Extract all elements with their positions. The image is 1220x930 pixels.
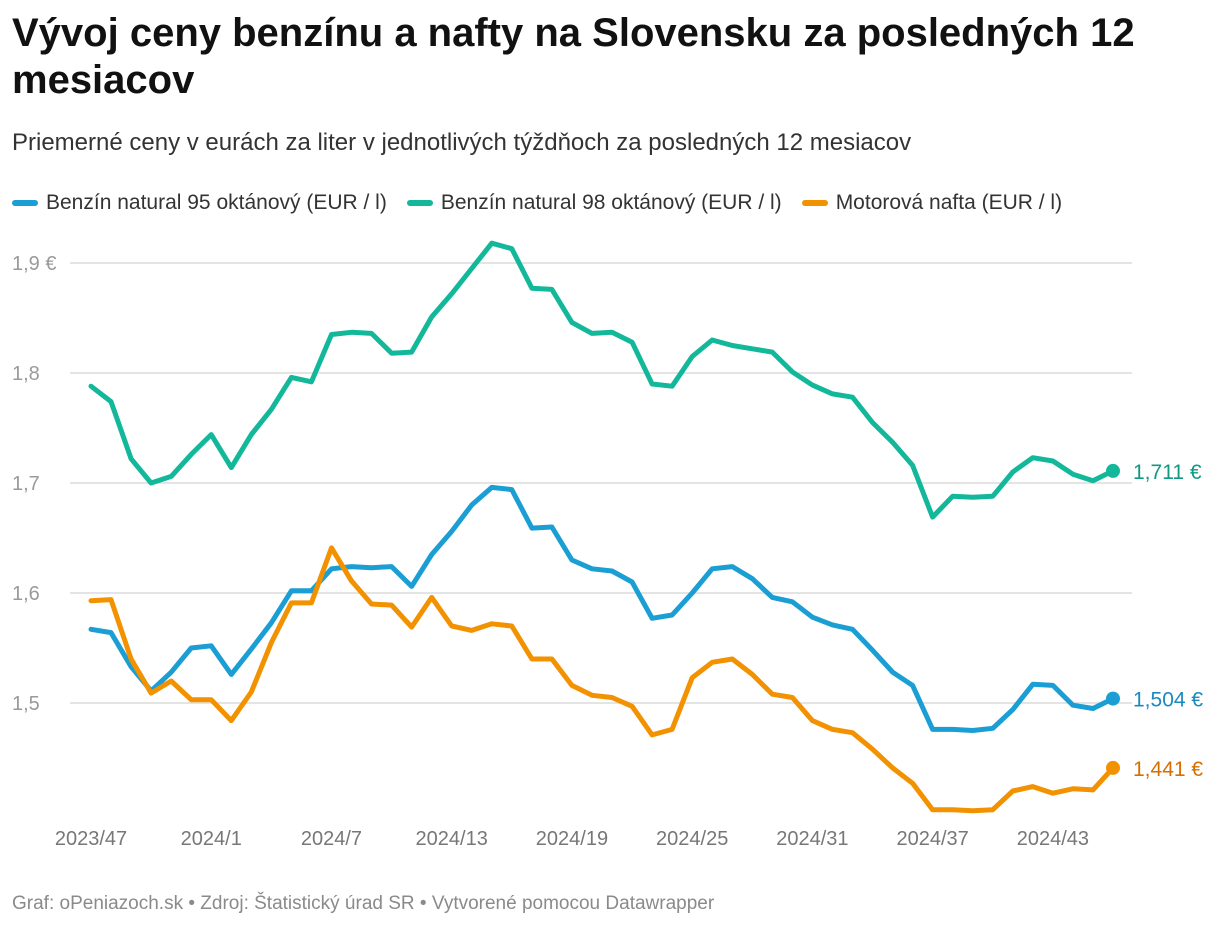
x-tick-label: 2024/31 [776, 828, 848, 850]
end-point-benzin-95 [1106, 691, 1120, 706]
series-line-benzin-98 [88, 240, 1116, 520]
x-tick-label: 2024/19 [536, 828, 608, 850]
y-tick-label: 1,9 € [12, 253, 56, 275]
legend: Benzín natural 95 oktánový (EUR / l) Ben… [12, 191, 1082, 215]
legend-swatch-nafta [801, 200, 828, 206]
end-point-benzin-98 [1106, 463, 1120, 478]
source-footer: Graf: oPeniazoch.sk • Zdroj: Štatistický… [12, 893, 715, 914]
y-tick-label: 1,5 [12, 693, 40, 715]
y-tick-label: 1,8 [12, 363, 40, 385]
end-label-benzin-98: 1,711 € [1133, 461, 1202, 484]
end-point-nafta [1106, 760, 1120, 775]
line-chart: 1,5 1,6 1,7 1,8 1,9 € 2023/47 2024/1 2024/7 2024… [12, 240, 1203, 850]
legend-item-benzin-95: Benzín natural 95 oktánový (EUR / l) [12, 191, 387, 215]
x-tick-label: 2024/13 [416, 828, 488, 850]
y-tick-label: 1,6 [12, 583, 40, 605]
x-tick-label: 2024/25 [656, 828, 728, 850]
x-tick-label: 2024/37 [896, 828, 968, 850]
x-tick-label: 2024/7 [301, 828, 362, 850]
series-line-nafta [88, 545, 1116, 814]
x-tick-label: 2023/47 [55, 828, 127, 850]
legend-swatch-benzin-98 [406, 200, 433, 206]
x-tick-label: 2024/43 [1017, 828, 1089, 850]
series-line-benzin-95 [88, 484, 1116, 733]
chart-subtitle: Priemerné ceny v eurách za liter v jedno… [12, 129, 912, 156]
legend-swatch-benzin-95 [12, 200, 38, 206]
legend-label-nafta: Motorová nafta (EUR / l) [835, 191, 1063, 214]
chart-title: Vývoj ceny benzínu a nafty na Slovensku … [12, 11, 1135, 102]
legend-label-benzin-95: Benzín natural 95 oktánový (EUR / l) [46, 191, 387, 214]
legend-item-nafta: Motorová nafta (EUR / l) [801, 191, 1063, 215]
legend-item-benzin-98: Benzín natural 98 oktánový (EUR / l) [406, 191, 782, 215]
end-label-nafta: 1,441 € [1133, 758, 1203, 781]
end-label-benzin-95: 1,504 € [1133, 689, 1203, 712]
y-tick-label: 1,7 [12, 473, 40, 495]
legend-label-benzin-98: Benzín natural 98 oktánový (EUR / l) [440, 191, 782, 214]
x-tick-label: 2024/1 [181, 828, 242, 850]
